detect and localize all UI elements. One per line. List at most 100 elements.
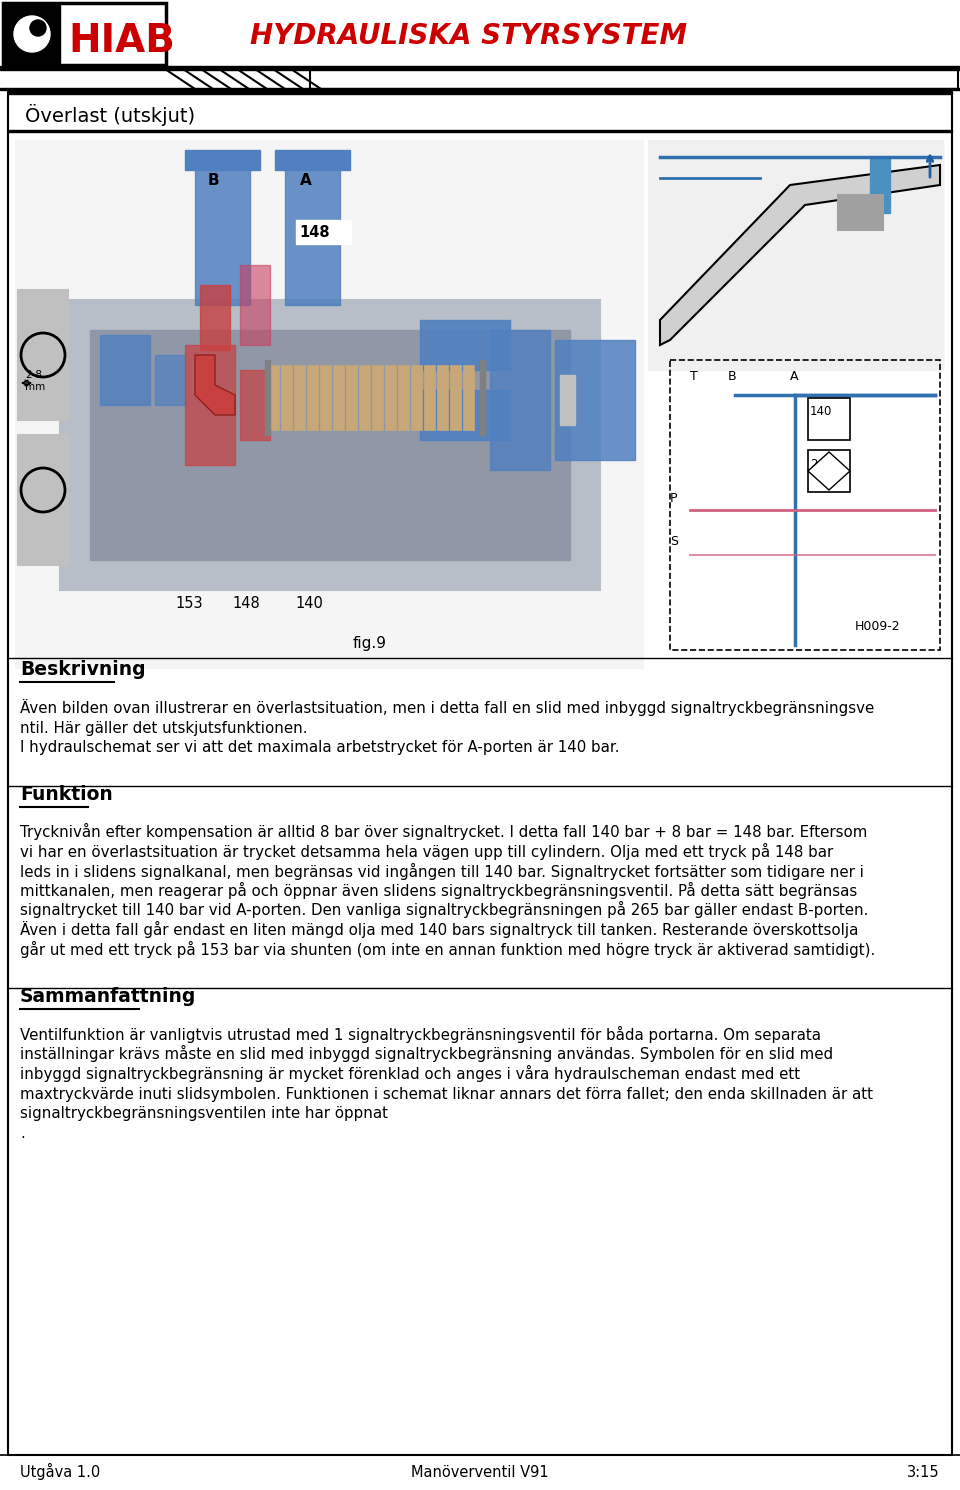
Bar bbox=[3, 3, 166, 66]
Text: 140: 140 bbox=[810, 405, 832, 419]
Bar bbox=[8, 130, 952, 133]
Bar bbox=[90, 329, 570, 560]
Polygon shape bbox=[808, 451, 850, 490]
Bar bbox=[333, 365, 344, 431]
Text: inbyggd signaltryckbegränsning är mycket förenklad och anges i våra hydraulschem: inbyggd signaltryckbegränsning är mycket… bbox=[20, 1065, 800, 1082]
Polygon shape bbox=[660, 165, 940, 346]
Bar bbox=[240, 265, 270, 346]
Bar bbox=[463, 365, 474, 431]
Text: 140: 140 bbox=[295, 596, 323, 611]
Bar bbox=[648, 140, 943, 370]
Text: Även bilden ovan illustrerar en överlastsituation, men i detta fall en slid med : Även bilden ovan illustrerar en överlast… bbox=[20, 699, 875, 717]
Text: A: A bbox=[790, 370, 799, 383]
Text: HIAB: HIAB bbox=[68, 22, 175, 60]
Text: 148: 148 bbox=[299, 225, 329, 240]
Text: maxtryckvärde inuti slidsymbolen. Funktionen i schemat liknar annars det förra f: maxtryckvärde inuti slidsymbolen. Funkti… bbox=[20, 1086, 873, 1101]
Text: leds in i slidens signalkanal, men begränsas vid ingången till 140 bar. Signaltr: leds in i slidens signalkanal, men begrä… bbox=[20, 863, 864, 879]
Text: T: T bbox=[690, 370, 698, 383]
Bar bbox=[18, 291, 68, 420]
Bar bbox=[359, 365, 370, 431]
Bar bbox=[398, 365, 409, 431]
Bar bbox=[870, 158, 890, 213]
Bar bbox=[275, 150, 350, 170]
Text: 265: 265 bbox=[810, 457, 832, 471]
Bar bbox=[437, 365, 448, 431]
Text: signaltryckbegränsningsventilen inte har öppnat: signaltryckbegränsningsventilen inte har… bbox=[20, 1106, 388, 1120]
Bar bbox=[185, 346, 235, 465]
Bar bbox=[200, 285, 230, 350]
Bar bbox=[490, 329, 550, 469]
Bar bbox=[808, 398, 850, 440]
Bar bbox=[0, 69, 960, 89]
Text: mittkanalen, men reagerar på och öppnar även slidens signaltryckbegränsningsvent: mittkanalen, men reagerar på och öppnar … bbox=[20, 882, 857, 898]
Bar bbox=[268, 365, 279, 431]
Text: H009-2: H009-2 bbox=[855, 620, 900, 633]
Bar bbox=[424, 365, 435, 431]
Bar bbox=[240, 370, 270, 440]
Bar bbox=[385, 365, 396, 431]
Bar bbox=[411, 365, 422, 431]
Text: signaltrycket till 140 bar vid A-porten. Den vanliga signaltryckbegränsningen på: signaltrycket till 140 bar vid A-porten.… bbox=[20, 901, 869, 918]
Text: Trycknivån efter kompensation är alltid 8 bar över signaltrycket. I detta fall 1: Trycknivån efter kompensation är alltid … bbox=[20, 824, 868, 840]
Bar bbox=[285, 155, 340, 305]
Text: Ventilfunktion är vanligtvis utrustad med 1 signaltryckbegränsningsventil för bå: Ventilfunktion är vanligtvis utrustad me… bbox=[20, 1027, 821, 1043]
Bar bbox=[100, 335, 150, 405]
Text: Sammanfattning: Sammanfattning bbox=[20, 986, 197, 1006]
Text: HYDRAULISKA STYRSYSTEM: HYDRAULISKA STYRSYSTEM bbox=[250, 22, 687, 51]
Bar bbox=[15, 140, 643, 668]
Text: B: B bbox=[728, 370, 736, 383]
Bar bbox=[808, 450, 850, 492]
Text: B: B bbox=[208, 173, 220, 188]
Bar bbox=[480, 361, 485, 435]
Bar bbox=[420, 390, 510, 440]
Text: ntil. Här gäller det utskjutsfunktionen.: ntil. Här gäller det utskjutsfunktionen. bbox=[20, 721, 307, 736]
Text: vi har en överlastsituation är trycket detsamma hela vägen upp till cylindern. O: vi har en överlastsituation är trycket d… bbox=[20, 843, 833, 860]
Bar bbox=[8, 92, 952, 94]
Bar bbox=[185, 150, 260, 170]
Text: Utgåva 1.0: Utgåva 1.0 bbox=[20, 1463, 100, 1480]
Text: Funktion: Funktion bbox=[20, 785, 112, 803]
Bar bbox=[420, 320, 510, 370]
Bar bbox=[18, 435, 68, 565]
Bar bbox=[560, 375, 575, 425]
Text: Manöverventil V91: Manöverventil V91 bbox=[411, 1465, 549, 1480]
Text: 2-8: 2-8 bbox=[25, 370, 42, 380]
Bar bbox=[0, 0, 960, 69]
Text: .: . bbox=[20, 1125, 25, 1140]
Text: 148: 148 bbox=[232, 596, 260, 611]
Bar bbox=[5, 4, 60, 63]
Bar bbox=[0, 66, 960, 69]
Circle shape bbox=[30, 19, 46, 36]
Text: fig.9: fig.9 bbox=[353, 636, 387, 651]
Bar bbox=[450, 365, 461, 431]
Bar bbox=[372, 365, 383, 431]
Bar bbox=[281, 365, 292, 431]
Bar bbox=[294, 365, 305, 431]
Bar bbox=[60, 299, 600, 590]
Bar bbox=[320, 365, 331, 431]
Text: går ut med ett tryck på 153 bar via shunten (om inte en annan funktion med högre: går ut med ett tryck på 153 bar via shun… bbox=[20, 940, 876, 958]
Bar bbox=[296, 221, 351, 244]
Text: mm: mm bbox=[25, 381, 45, 392]
Bar bbox=[670, 361, 940, 650]
Text: inställningar krävs måste en slid med inbyggd signaltryckbegränsning användas. S: inställningar krävs måste en slid med in… bbox=[20, 1046, 833, 1062]
Bar bbox=[310, 69, 958, 89]
Bar bbox=[0, 88, 960, 89]
Bar bbox=[307, 365, 318, 431]
Bar bbox=[265, 361, 270, 435]
Bar bbox=[155, 355, 185, 405]
Bar bbox=[555, 340, 635, 460]
Text: P: P bbox=[670, 492, 678, 505]
Bar bbox=[346, 365, 357, 431]
Text: I hydraulschemat ser vi att det maximala arbetstrycket för A-porten är 140 bar.: I hydraulschemat ser vi att det maximala… bbox=[20, 741, 619, 755]
Text: A: A bbox=[300, 173, 312, 188]
Polygon shape bbox=[195, 355, 235, 416]
Text: Även i detta fall går endast en liten mängd olja med 140 bars signaltryck till t: Även i detta fall går endast en liten mä… bbox=[20, 921, 858, 939]
Bar bbox=[838, 195, 883, 229]
Text: Överlast (utskjut): Överlast (utskjut) bbox=[25, 104, 195, 127]
Text: Beskrivning: Beskrivning bbox=[20, 660, 146, 679]
Text: S: S bbox=[670, 535, 678, 548]
Circle shape bbox=[14, 16, 50, 52]
Bar bbox=[195, 155, 250, 305]
Text: 3:15: 3:15 bbox=[907, 1465, 940, 1480]
